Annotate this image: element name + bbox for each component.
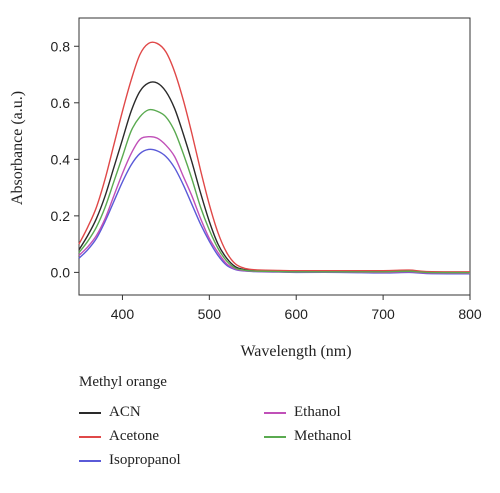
legend-swatch-acn xyxy=(79,411,101,414)
x-tick-label-600: 600 xyxy=(285,306,309,322)
y-tick-label-0.0: 0.0 xyxy=(51,264,71,280)
x-tick-label-800: 800 xyxy=(458,306,482,322)
legend-item-acn: ACN xyxy=(79,404,141,421)
legend-swatch-methanol xyxy=(264,435,286,438)
x-tick-label-700: 700 xyxy=(371,306,395,322)
legend-label-methanol: Methanol xyxy=(294,428,352,444)
legend: Methyl orange ACN Acetone Isopropanol Et… xyxy=(79,374,479,484)
plot-frame xyxy=(78,17,471,296)
legend-swatch-isopropanol xyxy=(79,459,101,462)
legend-swatch-acetone xyxy=(79,435,101,438)
x-tick-label-500: 500 xyxy=(198,306,222,322)
legend-item-isopropanol: Isopropanol xyxy=(79,452,181,469)
y-axis-title: Absorbance (a.u.) xyxy=(9,91,26,205)
y-tick-label-0.6: 0.6 xyxy=(51,95,71,111)
x-axis-title: Wavelength (nm) xyxy=(240,343,351,360)
series-line-ethanol xyxy=(78,135,471,274)
legend-label-ethanol: Ethanol xyxy=(294,404,341,420)
legend-item-methanol: Methanol xyxy=(264,428,352,445)
legend-label-acn: ACN xyxy=(109,404,141,420)
legend-title: Methyl orange xyxy=(79,374,167,390)
legend-item-ethanol: Ethanol xyxy=(264,404,341,421)
y-tick-label-0.8: 0.8 xyxy=(51,38,71,54)
x-tick-label-400: 400 xyxy=(111,306,135,322)
y-tick-label-0.4: 0.4 xyxy=(51,151,71,167)
legend-item-acetone: Acetone xyxy=(79,428,159,445)
absorbance-chart: 400 500 600 700 800 0.0 0.2 0.4 0.6 0.8 Wavelengt… xyxy=(9,17,482,360)
series-line-acn xyxy=(78,81,471,274)
legend-label-acetone: Acetone xyxy=(109,428,159,444)
series-line-methanol xyxy=(78,108,471,274)
y-tick-label-0.2: 0.2 xyxy=(51,208,71,224)
series-line-acetone xyxy=(78,41,471,273)
legend-swatch-ethanol xyxy=(264,411,286,414)
legend-label-isopropanol: Isopropanol xyxy=(109,452,181,468)
series-line-isopropanol xyxy=(78,148,471,275)
